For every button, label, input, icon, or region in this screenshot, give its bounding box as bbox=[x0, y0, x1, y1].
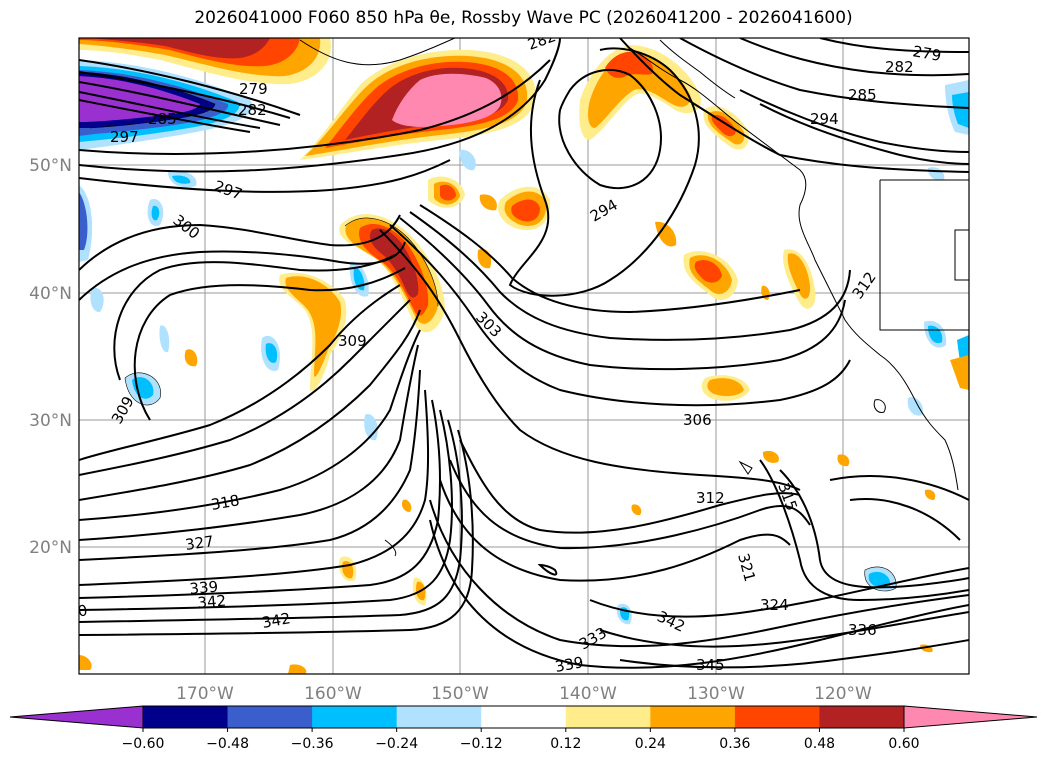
colorbar-cell bbox=[396, 706, 482, 728]
contour-label: 327 bbox=[184, 532, 215, 554]
contour-label: 330 bbox=[58, 601, 89, 624]
latitude-tick-labels: 50°N 40°N 30°N 20°N bbox=[29, 156, 72, 558]
lat-label: 30°N bbox=[29, 411, 72, 431]
contour-label: 279 bbox=[239, 80, 268, 98]
negative-anomaly-shading bbox=[79, 60, 969, 625]
contour-label: 294 bbox=[810, 110, 839, 128]
colorbar-tick-label: −0.12 bbox=[460, 736, 503, 752]
lat-label: 20°N bbox=[29, 538, 72, 558]
contour-label: 339 bbox=[554, 653, 585, 676]
longitude-tick-labels: 170°W 160°W 150°W 140°W 130°W 120°W bbox=[176, 684, 872, 704]
colorbar-cell bbox=[734, 706, 820, 728]
colorbar-extend-max bbox=[903, 705, 1038, 729]
colorbar-cell bbox=[227, 706, 313, 728]
lat-label: 50°N bbox=[29, 156, 72, 176]
contour-label: 312 bbox=[696, 489, 725, 507]
contour-label: 285 bbox=[848, 86, 877, 104]
theta-e-contours bbox=[79, 38, 969, 669]
contour-label: 279 bbox=[911, 42, 942, 65]
lon-label: 150°W bbox=[431, 684, 489, 704]
map-panel bbox=[79, 38, 969, 674]
contour-label: 318 bbox=[210, 491, 241, 514]
map-content: 279 282 285 297 297 300 309 309 303 294 … bbox=[58, 38, 969, 676]
lon-label: 140°W bbox=[559, 684, 617, 704]
contour-label: 306 bbox=[683, 411, 712, 429]
colorbar-extend-min bbox=[9, 705, 144, 729]
map-frame bbox=[78, 37, 970, 675]
contour-label: 345 bbox=[696, 656, 725, 674]
contour-label: 309 bbox=[338, 332, 367, 350]
colorbar-tick-label: −0.36 bbox=[291, 736, 334, 752]
colorbar-tick-label: 0.48 bbox=[804, 736, 835, 752]
contour-label: 282 bbox=[238, 101, 267, 119]
colorbar-cell bbox=[143, 706, 229, 728]
contour-label: 297 bbox=[110, 128, 139, 146]
colorbar-cell bbox=[650, 706, 736, 728]
colorbar-tick-label: 0.12 bbox=[550, 736, 581, 752]
contour-label: 342 bbox=[197, 592, 227, 612]
lon-label: 130°W bbox=[687, 684, 745, 704]
positive-anomaly-shading bbox=[79, 38, 969, 674]
colorbar-cell bbox=[819, 706, 905, 728]
colorbar-tick-label: 0.60 bbox=[888, 736, 919, 752]
lat-label: 40°N bbox=[29, 284, 72, 304]
colorbar-tick-label: −0.48 bbox=[206, 736, 249, 752]
contour-label: 339 bbox=[189, 578, 219, 598]
contour-label: 324 bbox=[760, 596, 789, 614]
colorbar-tick-label: −0.60 bbox=[122, 736, 165, 752]
colorbar-cell bbox=[481, 706, 567, 728]
colorbar-tick-label: 0.24 bbox=[635, 736, 666, 752]
lon-label: 120°W bbox=[814, 684, 872, 704]
colorbar: −0.60 −0.48 −0.36 −0.24 −0.12 0.12 0.24 0.36 0.4… bbox=[9, 705, 1038, 752]
contour-label: 336 bbox=[848, 621, 877, 639]
colorbar-tick-label: −0.24 bbox=[375, 736, 418, 752]
lon-label: 170°W bbox=[176, 684, 234, 704]
colorbar-cell bbox=[312, 706, 398, 728]
colorbar-cell bbox=[565, 706, 651, 728]
graticule bbox=[79, 38, 969, 674]
colorbar-tick-label: 0.36 bbox=[719, 736, 750, 752]
map-title: 2026041000 F060 850 hPa θe, Rossby Wave … bbox=[194, 8, 853, 28]
contour-label: 282 bbox=[885, 58, 914, 76]
colorbar-frame bbox=[142, 705, 905, 729]
contour-label: 285 bbox=[148, 110, 177, 128]
lon-label: 160°W bbox=[304, 684, 362, 704]
contour-label: 342 bbox=[261, 609, 292, 632]
coastlines bbox=[299, 38, 969, 557]
